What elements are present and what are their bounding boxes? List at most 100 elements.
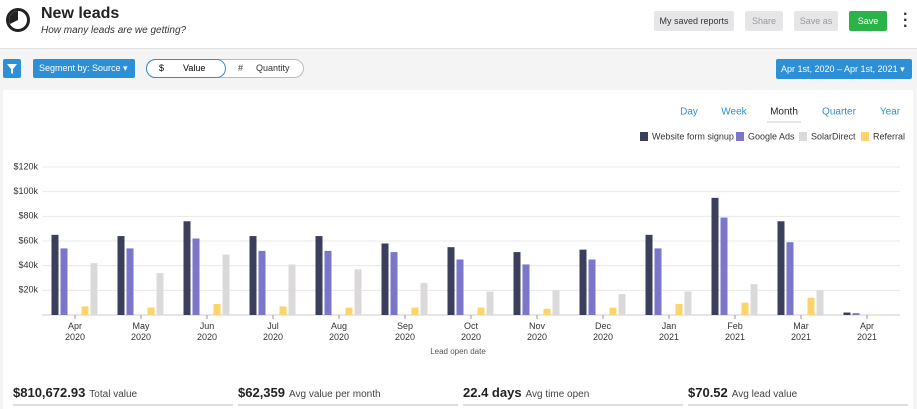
legend-label: Website form signup [652, 131, 734, 141]
bar [522, 264, 530, 315]
bar [543, 308, 551, 315]
x-tick-label: Dec 2020 [593, 321, 613, 342]
date-range[interactable]: Apr 1st, 2020 – Apr 1st, 2021 ▾ [776, 59, 912, 79]
toggle-option[interactable]: $ Value [146, 59, 226, 78]
bar [786, 242, 794, 315]
bar [411, 307, 419, 315]
bar [777, 221, 785, 315]
bar [675, 303, 683, 315]
button[interactable]: Save as [794, 11, 838, 31]
x-tick-label: Jul 2020 [263, 321, 283, 342]
time-tab[interactable]: Year [880, 107, 901, 118]
bar [192, 238, 200, 315]
x-axis-title: Lead open date [430, 347, 486, 356]
x-tick-label: Feb 2021 [725, 321, 745, 342]
bar [90, 263, 98, 315]
y-tick-label: $60k [18, 235, 38, 245]
page-subtitle: How many leads are we getting? [41, 25, 187, 36]
bar [381, 243, 389, 315]
bar [456, 259, 464, 315]
bar [279, 306, 287, 315]
toggle-symbol: $ [159, 63, 165, 73]
time-tab[interactable]: Day [680, 107, 698, 118]
bar [711, 197, 719, 315]
bar [288, 264, 296, 315]
toggle-option[interactable]: # Quantity [226, 59, 304, 78]
bar [447, 247, 455, 315]
bar [618, 294, 626, 315]
y-tick-label: $120k [13, 161, 38, 171]
logo [6, 8, 30, 32]
bar [807, 297, 815, 315]
bar [60, 248, 68, 315]
x-tick-label: Oct 2020 [461, 321, 481, 342]
legend-label: Referral [873, 131, 905, 141]
bar [486, 291, 494, 315]
bar [609, 307, 617, 315]
bar [324, 250, 332, 315]
y-tick-label: $40k [18, 260, 38, 270]
date-range-label: Apr 1st, 2020 – Apr 1st, 2021 [781, 64, 898, 74]
button[interactable]: Share [745, 11, 783, 31]
stat: $62,359 Avg value per month [238, 385, 458, 406]
page-title: New leads [41, 5, 120, 22]
x-tick-label: Sep 2020 [395, 321, 415, 342]
legend-swatch [640, 132, 648, 141]
stat-label: Avg value per month [289, 389, 381, 400]
stat-value: $62,359 [238, 385, 285, 400]
bar [222, 254, 230, 315]
legend-swatch [799, 132, 807, 141]
bar [249, 236, 257, 315]
chart: Day Week Month Quarter Year Website form sign… [13, 107, 905, 356]
menu-dots[interactable]: · · · [903, 6, 909, 35]
bar [882, 314, 890, 315]
bar [315, 236, 323, 315]
segment-dropdown[interactable]: Segment by: Source ▾ [33, 59, 135, 78]
bar [51, 234, 59, 315]
bar [741, 302, 749, 315]
bar [852, 313, 860, 315]
bar [420, 282, 428, 315]
y-tick-label: $20k [18, 285, 38, 295]
bar [654, 248, 662, 315]
bar [816, 290, 824, 315]
time-tab[interactable]: Quarter [822, 107, 857, 118]
bar [390, 252, 398, 315]
x-tick-label: Jun 2020 [197, 321, 217, 342]
button[interactable]: My saved reports [654, 11, 734, 31]
bar [750, 284, 758, 315]
time-tab[interactable]: Week [721, 107, 747, 118]
stat-label: Avg time open [525, 389, 590, 400]
stat: 22.4 days Avg time open [463, 385, 683, 406]
bar [720, 217, 728, 315]
stat-label: Total value [89, 389, 138, 400]
card [3, 90, 913, 409]
stat: $810,672.93 Total value [13, 385, 233, 406]
bar [183, 221, 191, 315]
x-tick-label: Mar 2021 [791, 321, 811, 342]
bar [552, 290, 560, 315]
bar [147, 307, 155, 315]
bar [513, 252, 521, 315]
filter-button[interactable] [3, 59, 21, 78]
toggle-symbol: # [238, 63, 244, 73]
legend-label: SolarDirect [811, 131, 856, 141]
legend-swatch [861, 132, 869, 141]
stat-value: $810,672.93 [13, 385, 86, 400]
x-tick-label: Nov 2020 [527, 321, 547, 342]
x-tick-label: Apr 2020 [65, 321, 85, 342]
bar [354, 269, 362, 315]
toggle-label: Quantity [256, 63, 290, 73]
bar [843, 312, 851, 315]
x-tick-label: Apr 2021 [857, 321, 877, 342]
bar [477, 307, 485, 315]
time-tab[interactable]: Month [770, 107, 798, 118]
legend-label: Google Ads [748, 131, 795, 141]
stat-value: $70.52 [688, 385, 728, 400]
bar [156, 273, 164, 315]
stat: $70.52 Avg lead value [688, 385, 908, 406]
button[interactable]: Save [849, 11, 887, 31]
x-tick-label: Jan 2021 [659, 321, 679, 342]
stat-value: 22.4 days [463, 385, 522, 400]
